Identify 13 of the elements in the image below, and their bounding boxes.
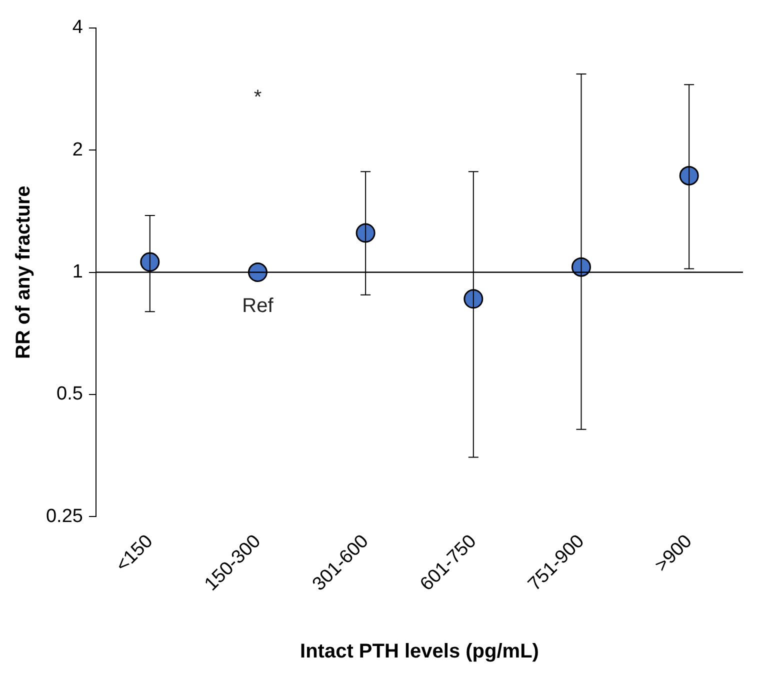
x-axis-title: Intact PTH levels (pg/mL): [300, 640, 539, 663]
y-tick-label: 0.25: [46, 506, 83, 527]
y-axis-title: RR of any fracture: [12, 186, 35, 359]
annotation: Ref: [242, 294, 274, 317]
point: [679, 166, 699, 186]
y-tick-label: 4: [72, 17, 84, 38]
point: [140, 252, 160, 272]
point: [356, 223, 376, 243]
y-tick-label: 1: [72, 262, 83, 283]
point: [464, 289, 484, 309]
y-tick-label: 0.5: [56, 384, 83, 405]
annotation: *: [254, 86, 262, 109]
y-tick-label: 2: [72, 139, 83, 160]
